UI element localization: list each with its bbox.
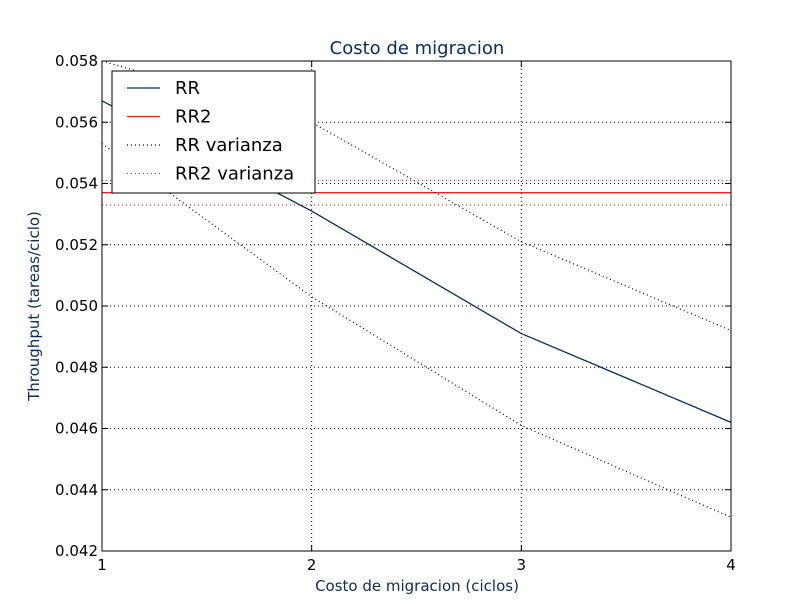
y-tick-label: 0.044: [55, 481, 98, 499]
ticks: 1 2 3 4 0.042 0.044 0.046 0.048 0.050 0.052 0.054 0…: [55, 52, 736, 574]
x-tick-label: 3: [517, 556, 527, 574]
legend: RR RR2 RR varianza RR2 varianza: [111, 70, 316, 194]
legend-label: RR2: [175, 107, 211, 128]
chart-title: Costo de migracion: [330, 38, 505, 59]
series-line-rr-varianza-lower: [101, 143, 732, 518]
y-tick-label: 0.046: [55, 420, 98, 438]
y-tick-label: 0.058: [55, 52, 98, 70]
x-tick-label: 2: [307, 556, 317, 574]
x-tick-label: 1: [97, 556, 107, 574]
y-tick-label: 0.042: [55, 542, 98, 560]
y-axis-label: Throughput (tareas/ciclo): [25, 211, 43, 402]
x-tick-label: 4: [726, 556, 736, 574]
legend-label: RR2 varianza: [175, 164, 294, 185]
y-tick-label: 0.052: [55, 236, 98, 254]
x-axis-label: Costo de migracion (ciclos): [315, 577, 519, 595]
legend-label: RR: [175, 78, 200, 99]
legend-box: [111, 70, 316, 194]
y-tick-label: 0.056: [55, 113, 98, 131]
y-tick-label: 0.050: [55, 297, 98, 315]
y-tick-label: 0.048: [55, 358, 98, 376]
y-tick-label: 0.054: [55, 175, 98, 193]
legend-label: RR varianza: [175, 135, 283, 156]
